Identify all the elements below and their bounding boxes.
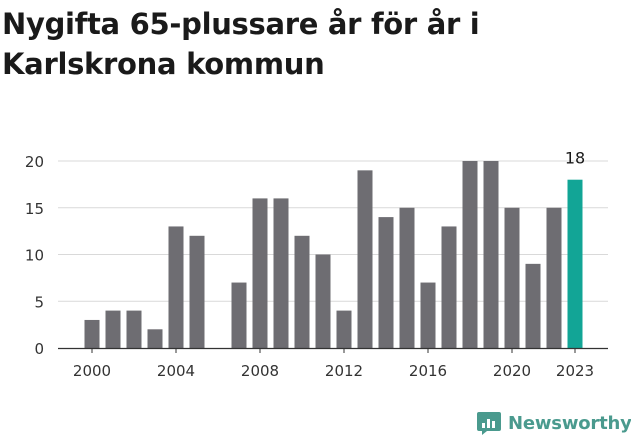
bar-2000 — [84, 319, 100, 348]
x-tick-label: 2020 — [493, 362, 531, 380]
bar-2008 — [252, 198, 268, 348]
bar-2019 — [483, 161, 499, 348]
x-tick-label: 2023 — [556, 362, 594, 380]
bar-2021 — [525, 263, 541, 348]
y-tick-label: 5 — [34, 293, 44, 311]
bar-2004 — [168, 226, 184, 348]
data-label-highlight: 18 — [565, 149, 585, 168]
bar-2013 — [357, 170, 373, 348]
x-tick-label: 2016 — [409, 362, 447, 380]
x-axis: 2000 2004 2008 2012 2016 2020 2023 — [58, 347, 608, 380]
bar-2017 — [441, 226, 457, 348]
y-tick-label: 20 — [25, 153, 44, 171]
bar-2003 — [147, 329, 163, 348]
newsworthy-logo[interactable]: Newsworthy — [476, 408, 631, 438]
x-tick-label: 2004 — [157, 362, 195, 380]
brand-name: Newsworthy — [508, 412, 631, 434]
chart-title: Nygifta 65-plussare år för år i Karlskro… — [2, 7, 480, 81]
data-labels: 18 — [565, 149, 585, 168]
bar-2010 — [294, 235, 310, 348]
bar-2009 — [273, 198, 289, 348]
bar-2014 — [378, 217, 394, 348]
y-axis: 0 5 10 15 20 — [25, 153, 44, 358]
bar-2016 — [420, 282, 436, 348]
bar-2023 — [567, 179, 583, 348]
bar-2015 — [399, 207, 415, 348]
bar-2011 — [315, 254, 331, 348]
bar-2002 — [126, 310, 142, 348]
bar-chart: 0 5 10 15 20 2000 2004 2008 2012 2016 2020 2023 18 — [25, 149, 608, 380]
y-tick-label: 15 — [25, 200, 44, 218]
bar-2001 — [105, 310, 121, 348]
x-tick-label: 2000 — [73, 362, 111, 380]
bar-2018 — [462, 161, 478, 348]
y-tick-label: 10 — [25, 247, 44, 265]
x-tick-label: 2008 — [241, 362, 279, 380]
x-tick-label: 2012 — [325, 362, 363, 380]
newsworthy-chart-bubble-icon — [477, 412, 501, 435]
y-tick-label: 0 — [34, 340, 44, 358]
bar-2005 — [189, 235, 205, 348]
bars — [84, 161, 583, 348]
bar-2007 — [231, 282, 247, 348]
bar-2022 — [546, 207, 562, 348]
bar-2012 — [336, 310, 352, 348]
bar-2020 — [504, 207, 520, 348]
